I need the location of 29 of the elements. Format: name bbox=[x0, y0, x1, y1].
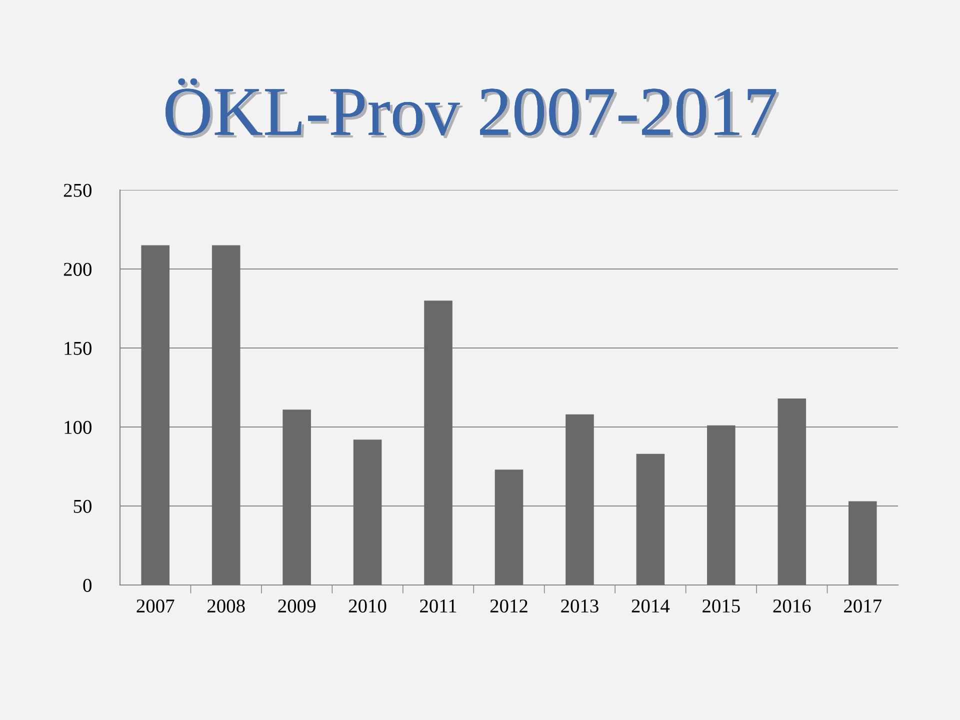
bar bbox=[494, 470, 524, 585]
bar bbox=[848, 501, 877, 585]
bar bbox=[636, 454, 665, 585]
bar bbox=[778, 398, 806, 585]
x-tick-label: 2010 bbox=[348, 599, 386, 613]
x-tick-label: 2014 bbox=[632, 599, 670, 613]
y-tick-label: 50 bbox=[74, 500, 92, 513]
bar bbox=[141, 245, 170, 585]
x-tick-label: 2013 bbox=[561, 599, 598, 613]
chart-title: ÖKL-Prov 2007-2017 bbox=[166, 78, 779, 138]
bar bbox=[424, 300, 452, 585]
bar bbox=[353, 440, 382, 585]
bar bbox=[282, 410, 311, 585]
bar bbox=[566, 414, 594, 585]
x-tick-label: 2008 bbox=[208, 599, 245, 613]
x-tick-label: 2012 bbox=[490, 599, 528, 613]
x-tick-label: 2011 bbox=[420, 599, 456, 613]
x-tick-label: 2016 bbox=[773, 599, 811, 613]
y-tick-label: 0 bbox=[83, 578, 92, 592]
y-tick-label: 200 bbox=[64, 262, 92, 276]
y-tick-label: 150 bbox=[64, 342, 92, 355]
bar bbox=[707, 425, 736, 585]
x-tick-label: 2015 bbox=[702, 599, 740, 613]
y-tick-label: 250 bbox=[64, 184, 92, 197]
y-tick-label: 100 bbox=[64, 420, 92, 434]
bar bbox=[212, 245, 240, 585]
x-tick-label: 2009 bbox=[278, 599, 316, 613]
x-tick-label: 2017 bbox=[844, 599, 882, 613]
x-tick-label: 2007 bbox=[136, 599, 174, 613]
